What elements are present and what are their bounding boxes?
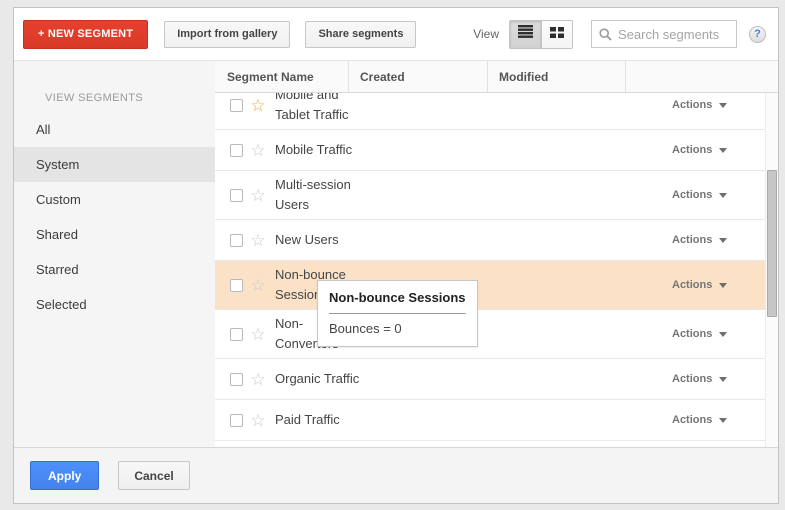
chevron-down-icon — [719, 237, 728, 243]
chevron-down-icon — [719, 147, 728, 153]
chevron-down-icon — [719, 376, 728, 382]
segment-name: Non-bounce Sessions — [275, 267, 346, 302]
segment-name: New Users — [275, 232, 339, 247]
star-icon[interactable]: ☆ — [250, 324, 266, 344]
actions-label: Actions — [672, 99, 713, 111]
sidebar-item-selected[interactable]: Selected — [36, 297, 87, 312]
search-input[interactable] — [618, 26, 728, 42]
segment-name: Mobile Traffic — [275, 142, 353, 157]
sidebar-item-system[interactable]: System — [14, 147, 215, 182]
column-header-segment-name[interactable]: Segment Name — [227, 69, 314, 84]
segments-table: Segment Name Created Modified ☆ Mobile a… — [215, 61, 778, 447]
chevron-down-icon — [719, 417, 728, 423]
scrollbar-thumb[interactable] — [767, 170, 777, 317]
row-checkbox[interactable] — [230, 278, 243, 292]
sidebar-item-custom[interactable]: Custom — [36, 192, 81, 207]
column-header-actions — [625, 61, 778, 92]
table-row[interactable]: ☆ Organic Traffic Actions — [215, 359, 765, 400]
tooltip-definition: Bounces = 0 — [329, 321, 402, 336]
segment-name: Paid Traffic — [275, 412, 340, 427]
row-checkbox[interactable] — [230, 188, 243, 202]
column-header-modified[interactable]: Modified — [487, 61, 625, 92]
table-row[interactable]: ☆ Multi-session Users Actions — [215, 171, 765, 220]
sidebar-item-starred[interactable]: Starred — [36, 262, 79, 277]
table-row[interactable]: ☆ Non-Converters Actions — [215, 310, 765, 359]
table-row[interactable]: ☆ Non-bounce Sessions Actions — [215, 261, 765, 310]
row-checkbox[interactable] — [230, 143, 243, 157]
segment-name: Multi-session Users — [275, 177, 351, 212]
star-icon[interactable]: ☆ — [250, 275, 266, 295]
actions-dropdown[interactable]: Actions — [672, 373, 728, 385]
chevron-down-icon — [719, 102, 728, 108]
actions-label: Actions — [672, 234, 713, 246]
list-view-icon — [518, 25, 533, 43]
row-checkbox[interactable] — [230, 327, 243, 341]
tooltip-title: Non-bounce Sessions — [329, 290, 466, 305]
rows-list: ☆ Mobile and Tablet Traffic Actions ☆ Mo… — [215, 93, 765, 447]
row-checkbox[interactable] — [230, 413, 243, 427]
view-label: View — [473, 27, 499, 41]
segment-name: Mobile and Tablet Traffic — [275, 93, 349, 122]
star-icon[interactable]: ☆ — [250, 410, 266, 430]
apply-button[interactable]: Apply — [30, 461, 100, 490]
sidebar: VIEW SEGMENTS All System Custom Shared Starr… — [14, 61, 215, 447]
actions-dropdown[interactable]: Actions — [672, 234, 728, 246]
actions-dropdown[interactable]: Actions — [672, 144, 728, 156]
sidebar-items: All System Custom Shared Starred Selected — [14, 112, 215, 322]
import-from-gallery-button[interactable]: Import from gallery — [164, 20, 291, 48]
view-toggle — [509, 19, 573, 49]
table-row[interactable]: ☆ Mobile and Tablet Traffic Actions — [215, 93, 765, 130]
actions-label: Actions — [672, 279, 713, 291]
footer: Apply Cancel — [14, 447, 778, 503]
search-icon — [599, 27, 612, 41]
star-icon[interactable]: ☆ — [250, 369, 266, 389]
list-view-button[interactable] — [510, 20, 541, 48]
column-header-created[interactable]: Created — [348, 61, 487, 92]
new-segment-button[interactable]: + NEW SEGMENT — [23, 19, 149, 49]
actions-dropdown[interactable]: Actions — [672, 99, 728, 111]
actions-label: Actions — [672, 144, 713, 156]
table-row[interactable]: ☆ Performed Site Search Actions — [215, 441, 765, 447]
actions-dropdown[interactable]: Actions — [672, 414, 728, 426]
segment-name: Organic Traffic — [275, 371, 360, 386]
table-row[interactable]: ☆ Paid Traffic Actions — [215, 400, 765, 441]
chevron-down-icon — [719, 331, 728, 337]
actions-dropdown[interactable]: Actions — [672, 328, 728, 340]
star-icon[interactable]: ☆ — [250, 140, 266, 160]
sidebar-item-shared[interactable]: Shared — [36, 227, 78, 242]
row-checkbox[interactable] — [230, 233, 243, 247]
actions-dropdown[interactable]: Actions — [672, 189, 728, 201]
actions-label: Actions — [672, 414, 713, 426]
chevron-down-icon — [719, 192, 728, 198]
help-icon[interactable]: ? — [749, 25, 766, 43]
row-checkbox[interactable] — [230, 372, 243, 386]
table-row[interactable]: ☆ New Users Actions — [215, 220, 765, 261]
actions-dropdown[interactable]: Actions — [672, 279, 728, 291]
cancel-button[interactable]: Cancel — [118, 461, 190, 490]
rows-viewport: ☆ Mobile and Tablet Traffic Actions ☆ Mo… — [215, 93, 765, 447]
segments-dialog: + NEW SEGMENT Import from gallery Share … — [13, 7, 779, 504]
share-segments-button[interactable]: Share segments — [305, 20, 417, 48]
sidebar-item-all[interactable]: All — [36, 122, 51, 137]
search-box — [591, 20, 737, 48]
grid-view-button[interactable] — [541, 20, 572, 48]
segment-tooltip: Non-bounce Sessions Bounces = 0 — [317, 280, 478, 347]
tooltip-divider — [329, 313, 466, 314]
grid-view-icon — [550, 25, 564, 43]
actions-label: Actions — [672, 189, 713, 201]
sidebar-heading: VIEW SEGMENTS — [45, 92, 144, 104]
star-icon[interactable]: ☆ — [250, 230, 266, 250]
star-icon[interactable]: ☆ — [250, 185, 266, 205]
table-row[interactable]: ☆ Mobile Traffic Actions — [215, 130, 765, 171]
row-checkbox[interactable] — [230, 98, 243, 112]
actions-label: Actions — [672, 373, 713, 385]
actions-label: Actions — [672, 328, 713, 340]
star-icon[interactable]: ☆ — [250, 95, 266, 115]
toolbar: + NEW SEGMENT Import from gallery Share … — [14, 8, 778, 61]
table-header: Segment Name Created Modified — [215, 61, 778, 93]
chevron-down-icon — [719, 282, 728, 288]
table-scrollbar[interactable] — [765, 93, 778, 447]
